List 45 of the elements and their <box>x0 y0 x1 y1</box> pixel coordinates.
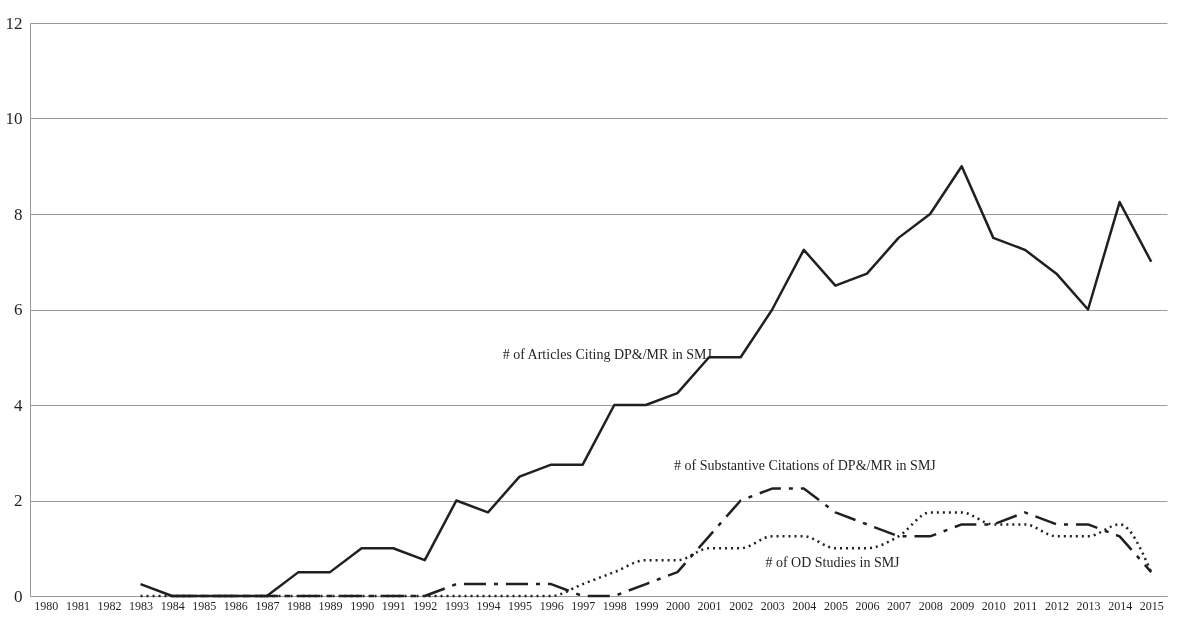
y-tick-label: 0 <box>14 586 23 606</box>
x-tick-label: 1985 <box>192 598 217 613</box>
x-tick-label: 1986 <box>223 598 248 613</box>
x-tick-label: 1999 <box>634 598 659 613</box>
x-tick-label: 1992 <box>413 598 438 613</box>
x-tick-label: 2007 <box>887 598 912 613</box>
y-tick-label: 6 <box>14 300 23 319</box>
x-tick-label: 1988 <box>286 598 311 613</box>
x-tick-label: 2003 <box>760 598 785 613</box>
x-tick-label: 2006 <box>855 598 880 613</box>
x-tick-label: 2000 <box>665 598 690 613</box>
x-tick-label: 1997 <box>571 598 596 613</box>
x-tick-label: 2013 <box>1076 598 1101 613</box>
x-tick-label: 1982 <box>97 598 122 613</box>
x-tick-label: 1990 <box>350 598 375 613</box>
x-tick-label: 1981 <box>65 598 90 613</box>
x-tick-label: 2005 <box>823 598 848 613</box>
x-tick-label: 1991 <box>381 598 406 613</box>
x-tick-label: 2015 <box>1139 598 1164 613</box>
x-tick-label: 1995 <box>508 598 533 613</box>
x-tick-label: 2011 <box>1013 598 1038 613</box>
x-tick-label: 1998 <box>602 598 627 613</box>
y-tick-label: 2 <box>14 491 23 510</box>
x-tick-label: 2012 <box>1044 598 1069 613</box>
x-tick-label: 1983 <box>129 598 154 613</box>
x-tick-label: 1989 <box>318 598 343 613</box>
y-tick-label: 8 <box>14 204 23 224</box>
x-tick-label: 2009 <box>950 598 975 613</box>
x-tick-label: 2002 <box>729 598 754 613</box>
x-tick-label: 1993 <box>444 598 469 613</box>
x-tick-label: 2004 <box>792 598 817 613</box>
series-label: # of Substantive Citations of DP&/MR in SMJ <box>674 458 937 474</box>
x-tick-label: 2014 <box>1108 598 1133 613</box>
series-label: # of OD Studies in SMJ <box>765 555 901 571</box>
y-tick-label: 10 <box>5 109 23 128</box>
x-tick-label: 2010 <box>981 598 1006 613</box>
x-tick-label: 1996 <box>539 598 564 613</box>
y-tick-label: 4 <box>14 395 23 415</box>
x-tick-label: 2001 <box>697 598 722 613</box>
y-tick-label: 12 <box>5 13 23 33</box>
x-tick-label: 1984 <box>160 598 185 613</box>
x-tick-label: 1987 <box>255 598 280 613</box>
x-tick-label: 1994 <box>476 598 501 613</box>
x-tick-label: 2008 <box>918 598 943 613</box>
x-tick-label: 1980 <box>34 598 59 613</box>
